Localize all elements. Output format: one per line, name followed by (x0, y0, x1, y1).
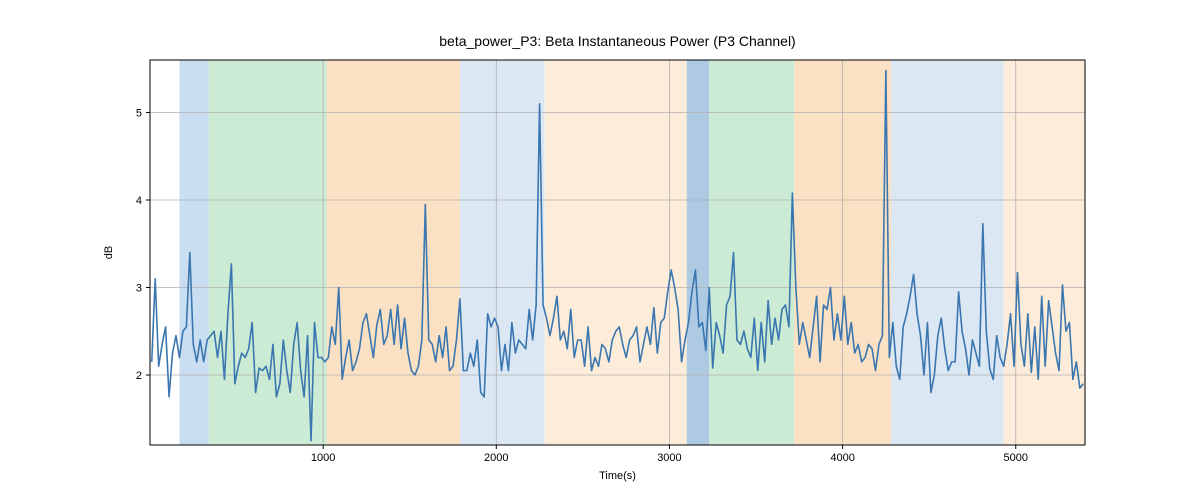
region-band (179, 60, 208, 445)
x-tick-label: 2000 (484, 452, 508, 464)
y-tick-label: 5 (136, 108, 142, 120)
chart-container: 1000 2000 3000 4000 5000 2 3 4 5 Time(s) dB beta_po… (0, 0, 1200, 500)
y-tick-label: 3 (136, 283, 142, 295)
region-band (327, 60, 460, 445)
region-band (891, 60, 1004, 445)
region-band (709, 60, 794, 445)
y-tick-label: 4 (136, 195, 142, 207)
x-tick-label: 1000 (311, 452, 335, 464)
x-tick-label: 4000 (830, 452, 854, 464)
y-tick-label: 2 (136, 370, 142, 382)
region-band (460, 60, 545, 445)
x-axis: 1000 2000 3000 4000 5000 (311, 445, 1028, 464)
x-axis-label: Time(s) (599, 470, 636, 482)
beta-power-p3-chart: 1000 2000 3000 4000 5000 2 3 4 5 Time(s) dB beta_po… (0, 0, 1200, 500)
region-band (687, 60, 710, 445)
y-axis: 2 3 4 5 (136, 108, 150, 383)
x-tick-label: 3000 (657, 452, 681, 464)
y-axis-label: dB (103, 246, 115, 259)
region-band (545, 60, 687, 445)
chart-title: beta_power_P3: Beta Instantaneous Power … (439, 33, 795, 49)
x-tick-label: 5000 (1003, 452, 1027, 464)
background-regions (179, 60, 1085, 445)
